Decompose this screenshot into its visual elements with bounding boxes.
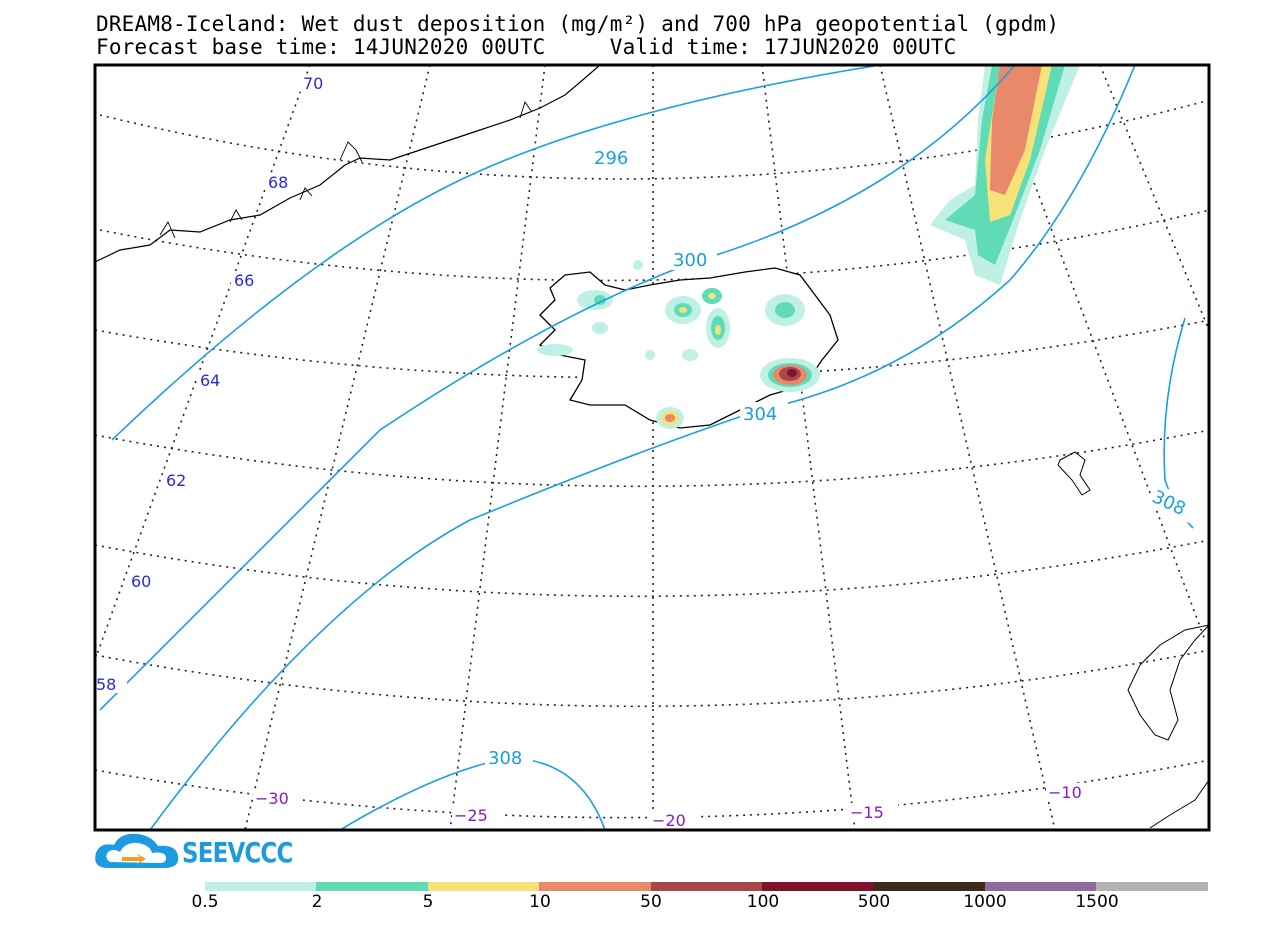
colorbar-tick-5: 5 (422, 892, 434, 912)
valid-time: Valid time: 17JUN2020 00UTC (609, 35, 957, 59)
norway-coastline (1127, 624, 1209, 741)
contour-label-group: 296 300 304 308 308 (485, 146, 1199, 769)
colorbar-segment-6 (761, 882, 874, 891)
lat-label-64: 64 (200, 371, 220, 390)
longitude-gridlines (95, 65, 1209, 830)
colorbar-tick-1000: 1000 (963, 892, 1007, 912)
colorbar-tick-0-5: 0.5 (191, 892, 219, 912)
colorbar-segment-4 (539, 882, 651, 891)
lat-label-58: 58 (96, 675, 116, 694)
colorbar-tick-1500: 1500 (1075, 892, 1119, 912)
colorbar-tick-50: 50 (640, 892, 662, 912)
colorbar-tick-10: 10 (529, 892, 551, 912)
lon-label-20w: −20 (652, 811, 686, 830)
contour-296 (111, 65, 881, 441)
lon-label-15w: −15 (850, 803, 884, 822)
lon-label-10w: −10 (1048, 783, 1082, 802)
lat-label-62: 62 (166, 471, 186, 490)
lat-label-66: 66 (234, 271, 254, 290)
map-area: 296 300 304 308 308 70 68 66 64 62 60 58 (95, 65, 1209, 830)
colorbar-segment-5 (650, 882, 762, 891)
contour-label-300: 300 (673, 250, 707, 271)
contour-label-304: 304 (743, 404, 777, 425)
colorbar-tick-500: 500 (857, 892, 891, 912)
lat-label-68: 68 (268, 173, 288, 192)
colorbar-tick-2: 2 (311, 892, 323, 912)
map-subtitle: Forecast base time: 14JUN2020 00UTC Vali… (96, 35, 957, 59)
colorbar (205, 882, 1208, 891)
forecast-base-time: Forecast base time: 14JUN2020 00UTC (96, 35, 546, 59)
latitude-label-group: 70 68 66 64 62 60 58 (95, 74, 334, 694)
colorbar-segment-3 (427, 882, 540, 891)
contour-300 (99, 65, 1016, 711)
lat-label-60: 60 (131, 572, 151, 591)
map-title: DREAM8-Iceland: Wet dust deposition (mg/… (96, 12, 1060, 36)
dust-plume-northeast (930, 65, 1080, 285)
colorbar-segment-9 (1096, 882, 1208, 891)
lon-label-25w: −25 (454, 806, 488, 825)
colorbar-segment-1 (205, 882, 317, 891)
lon-label-30w: −30 (255, 789, 289, 808)
colorbar-segment-2 (316, 882, 428, 891)
contour-304 (149, 65, 1136, 830)
colorbar-segment-8 (984, 882, 1097, 891)
greenland-coastline (95, 65, 601, 263)
faroe-islands (1057, 451, 1091, 496)
map-border (93, 63, 1211, 832)
seevccc-logo-text: SEEVCCC (182, 836, 293, 869)
longitude-label-group: −30 −25 −20 −15 −10 (253, 783, 1096, 830)
colorbar-tick-100: 100 (746, 892, 780, 912)
dust-spots-iceland (537, 260, 820, 429)
contour-label-296: 296 (594, 148, 628, 169)
seevccc-cloud-icon (95, 833, 179, 868)
contour-label-308-south: 308 (488, 748, 522, 769)
colorbar-segment-7 (873, 882, 985, 891)
lat-label-70: 70 (303, 74, 323, 93)
